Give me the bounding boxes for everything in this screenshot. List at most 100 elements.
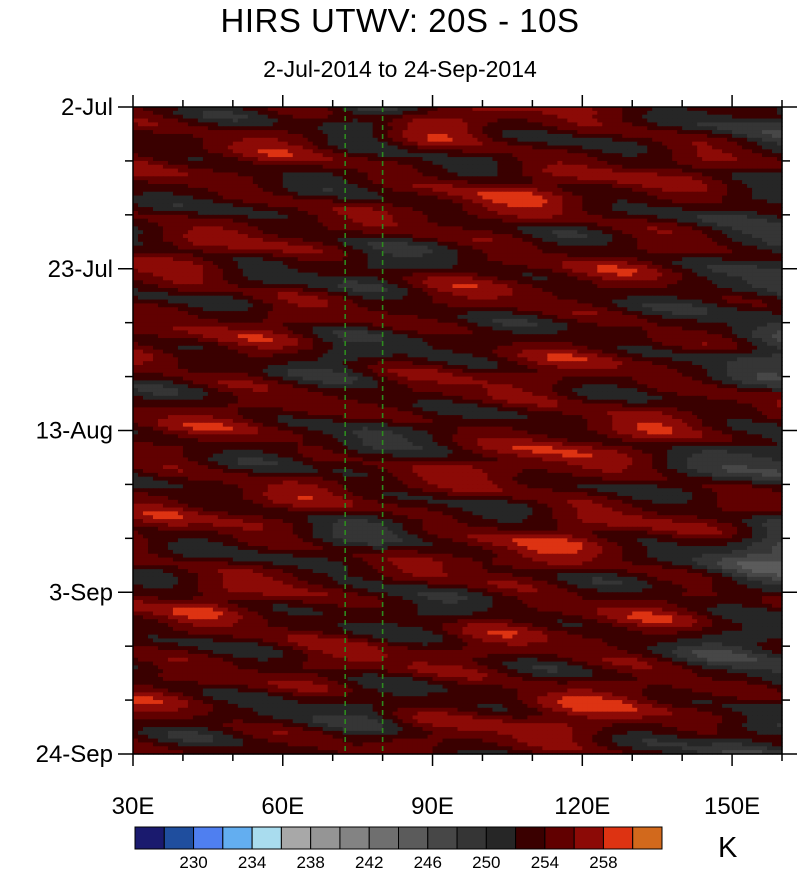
field-cell xyxy=(772,107,778,112)
field-cell xyxy=(757,187,763,193)
field-cell xyxy=(772,222,778,227)
field-cell xyxy=(372,168,379,174)
field-cell xyxy=(757,214,763,220)
field-cell xyxy=(182,237,189,243)
field-cell xyxy=(212,210,219,216)
field-cell xyxy=(442,122,449,127)
field-cell xyxy=(207,187,214,193)
field-cell xyxy=(507,153,514,158)
field-cell xyxy=(697,214,703,220)
field-cell xyxy=(587,157,593,162)
field-cell xyxy=(427,126,434,131)
field-cell xyxy=(322,241,329,247)
field-cell xyxy=(667,145,673,150)
field-cell xyxy=(757,199,763,204)
field-cell xyxy=(387,226,394,231)
field-cell xyxy=(562,133,568,139)
field-cell xyxy=(577,222,583,227)
field-cell xyxy=(172,226,179,231)
field-cell xyxy=(452,222,459,227)
field-cell xyxy=(552,145,558,150)
field-cell xyxy=(337,149,344,154)
field-cell xyxy=(502,114,509,120)
field-cell xyxy=(317,118,324,123)
field-cell xyxy=(377,253,384,258)
field-cell xyxy=(202,187,209,193)
field-cell xyxy=(297,203,304,208)
field-cell xyxy=(662,191,668,197)
field-cell xyxy=(542,203,548,208)
field-cell xyxy=(562,230,568,235)
field-cell xyxy=(297,141,304,147)
field-cell xyxy=(542,184,548,189)
field-cell xyxy=(572,110,578,116)
field-cell xyxy=(362,210,369,216)
field-cell xyxy=(437,203,444,208)
field-cell xyxy=(627,176,633,181)
field-cell xyxy=(722,172,728,177)
field-cell xyxy=(467,149,474,154)
field-cell xyxy=(567,114,573,120)
field-cell xyxy=(327,118,334,123)
field-cell xyxy=(582,241,588,247)
field-cell xyxy=(557,180,563,185)
field-cell xyxy=(142,207,149,212)
field-cell xyxy=(187,145,194,150)
field-cell xyxy=(477,234,484,239)
field-cell xyxy=(392,133,399,139)
field-cell xyxy=(507,160,514,166)
field-cell xyxy=(432,199,439,204)
field-cell xyxy=(212,107,219,112)
field-cell xyxy=(542,145,548,150)
field-cell xyxy=(607,195,613,201)
field-cell xyxy=(142,149,149,154)
field-cell xyxy=(352,214,359,220)
field-cell xyxy=(717,234,723,239)
field-cell xyxy=(237,160,244,166)
field-cell xyxy=(287,149,294,154)
field-cell xyxy=(207,203,214,208)
field-cell xyxy=(402,164,409,170)
field-cell xyxy=(312,195,319,201)
field-cell xyxy=(697,195,703,201)
field-cell xyxy=(162,107,169,112)
field-cell xyxy=(652,249,658,254)
field-cell xyxy=(222,126,229,131)
field-cell xyxy=(397,249,404,254)
field-cell xyxy=(327,133,334,139)
field-cell xyxy=(532,137,538,143)
field-cell xyxy=(512,214,519,220)
field-cell xyxy=(312,168,319,174)
field-cell xyxy=(507,187,514,193)
field-cell xyxy=(547,141,553,147)
field-cell xyxy=(467,110,474,116)
field-cell xyxy=(322,118,329,123)
field-cell xyxy=(597,237,603,243)
field-cell xyxy=(133,126,139,131)
field-cell xyxy=(617,160,623,166)
field-cell xyxy=(487,207,494,212)
field-cell xyxy=(627,110,633,116)
field-cell xyxy=(407,199,414,204)
field-cell xyxy=(422,249,429,254)
field-cell xyxy=(207,130,214,135)
field-cell xyxy=(757,172,763,177)
field-cell xyxy=(647,184,653,189)
field-cell xyxy=(472,160,479,166)
field-cell xyxy=(147,207,154,212)
field-cell xyxy=(287,141,294,147)
field-cell xyxy=(232,133,239,139)
field-cell xyxy=(692,118,698,123)
field-cell xyxy=(382,245,389,251)
field-cell xyxy=(687,168,693,174)
field-cell xyxy=(682,160,688,166)
field-cell xyxy=(502,110,509,116)
field-cell xyxy=(532,230,538,235)
field-cell xyxy=(477,172,484,177)
field-cell xyxy=(437,214,444,220)
field-cell xyxy=(462,126,469,131)
field-cell xyxy=(732,114,738,120)
field-cell xyxy=(317,153,324,158)
field-cell xyxy=(457,249,464,254)
field-cell xyxy=(262,164,269,170)
